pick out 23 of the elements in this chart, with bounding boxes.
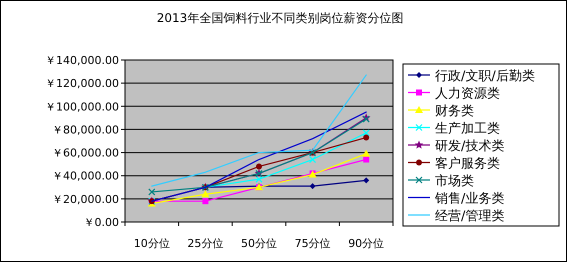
x-tick-label: 75分位	[294, 237, 331, 250]
legend-label: 市场类	[435, 174, 474, 189]
y-tick-label: ￥120,000.00	[45, 77, 119, 90]
legend-label: 销售/业务类	[434, 192, 504, 206]
x-tick-label: 90分位	[348, 237, 384, 250]
y-tick-label: ￥60,000.00	[52, 146, 119, 160]
y-tick-label: ￥0.00	[84, 216, 119, 229]
legend-label: 客户服务类	[435, 156, 500, 172]
legend-label: 经营/管理类	[435, 209, 504, 224]
legend-label: 人力资源类	[435, 86, 500, 102]
x-tick-label: 50分位	[241, 237, 277, 250]
y-tick-label: ￥20,000.00	[52, 192, 119, 206]
x-tick-label: 10分位	[134, 237, 170, 250]
legend-label: 生产加工类	[435, 122, 500, 136]
legend-label: 行政/文职/后勤类	[435, 69, 535, 84]
chart-title: 2013年全国饲料行业不同类别岗位薪资分位图	[156, 11, 404, 25]
y-tick-label: ￥100,000.00	[45, 100, 119, 114]
y-tick-label: ￥80,000.00	[52, 123, 119, 136]
y-tick-label: ￥140,000.00	[45, 54, 119, 67]
legend-label: 研发/技术类	[435, 139, 504, 154]
y-tick-label: ￥40,000.00	[52, 170, 119, 183]
legend-label: 财务类	[435, 104, 474, 119]
x-tick-label: 25分位	[187, 237, 224, 250]
